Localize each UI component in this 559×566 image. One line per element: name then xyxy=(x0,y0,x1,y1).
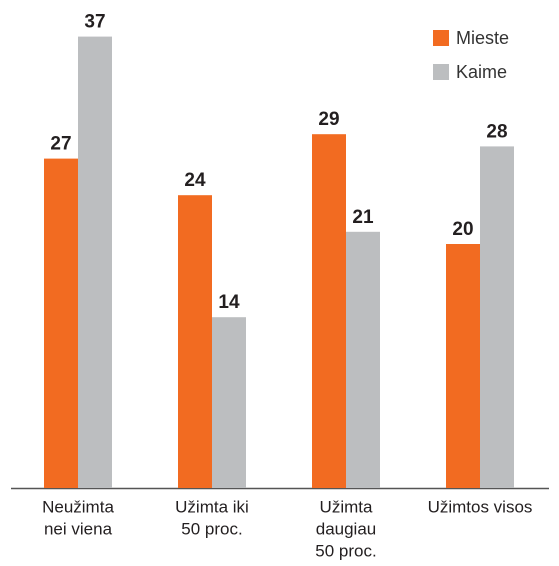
bar xyxy=(346,231,380,489)
x-tick-label: nei viena xyxy=(44,519,113,538)
legend-swatch xyxy=(433,30,449,46)
bar xyxy=(178,195,212,488)
bar xyxy=(312,134,346,488)
bar xyxy=(44,158,78,488)
legend-label: Kaime xyxy=(456,62,507,82)
bar xyxy=(480,146,514,488)
x-tick-label: Neužimta xyxy=(42,497,114,516)
data-label: 29 xyxy=(318,109,339,130)
data-label: 20 xyxy=(452,219,473,240)
data-label: 21 xyxy=(352,207,374,228)
data-label: 28 xyxy=(486,121,507,142)
x-tick-label: Užimta xyxy=(320,497,373,516)
x-tick-label: Užimtos visos xyxy=(428,497,533,516)
bar xyxy=(212,317,246,488)
legend-swatch xyxy=(433,64,449,80)
data-label: 27 xyxy=(50,134,71,155)
legend-label: Mieste xyxy=(456,28,509,48)
bar xyxy=(446,244,480,488)
x-tick-label: 50 proc. xyxy=(181,519,242,538)
bar xyxy=(78,36,112,488)
data-label: 37 xyxy=(84,12,105,33)
x-tick-label: daugiau xyxy=(316,519,377,538)
data-label: 24 xyxy=(184,170,206,191)
x-tick-label: 50 proc. xyxy=(315,541,376,560)
x-tick-label: Užimta iki xyxy=(175,497,249,516)
data-label: 14 xyxy=(218,292,240,313)
